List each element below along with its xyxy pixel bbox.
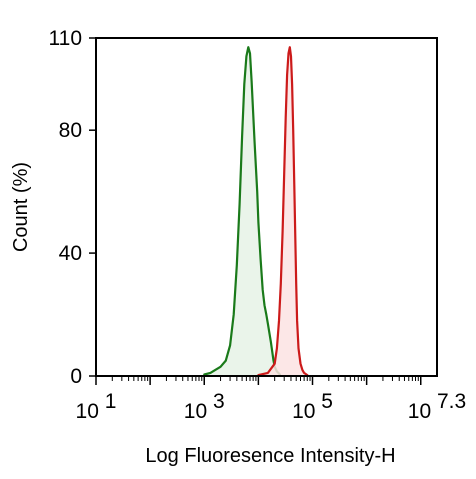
x-tick-label: 10 3 <box>184 390 225 423</box>
y-tick-label: 40 <box>59 242 82 265</box>
series-layer <box>203 46 309 377</box>
series-0-area <box>204 47 280 376</box>
series-1-area <box>258 47 308 376</box>
y-axis-label: Count (%) <box>10 162 32 252</box>
series-0-line <box>203 46 281 376</box>
x-tick-label: 10 7.3 <box>408 390 466 423</box>
axis-layer: 0 40 80 110 10 1 10 3 10 5 10 7.3 <box>49 27 467 423</box>
plot-frame <box>95 37 438 377</box>
y-tick-label: 110 <box>49 27 82 50</box>
x-tick-label: 10 1 <box>76 390 117 423</box>
x-tick-label: 10 5 <box>292 390 333 423</box>
x-axis-label: Log Fluoresence Intensity-H <box>145 445 395 467</box>
y-tick-label: 0 <box>70 365 82 388</box>
series-1-line <box>257 46 309 377</box>
y-tick-label: 80 <box>59 119 82 142</box>
